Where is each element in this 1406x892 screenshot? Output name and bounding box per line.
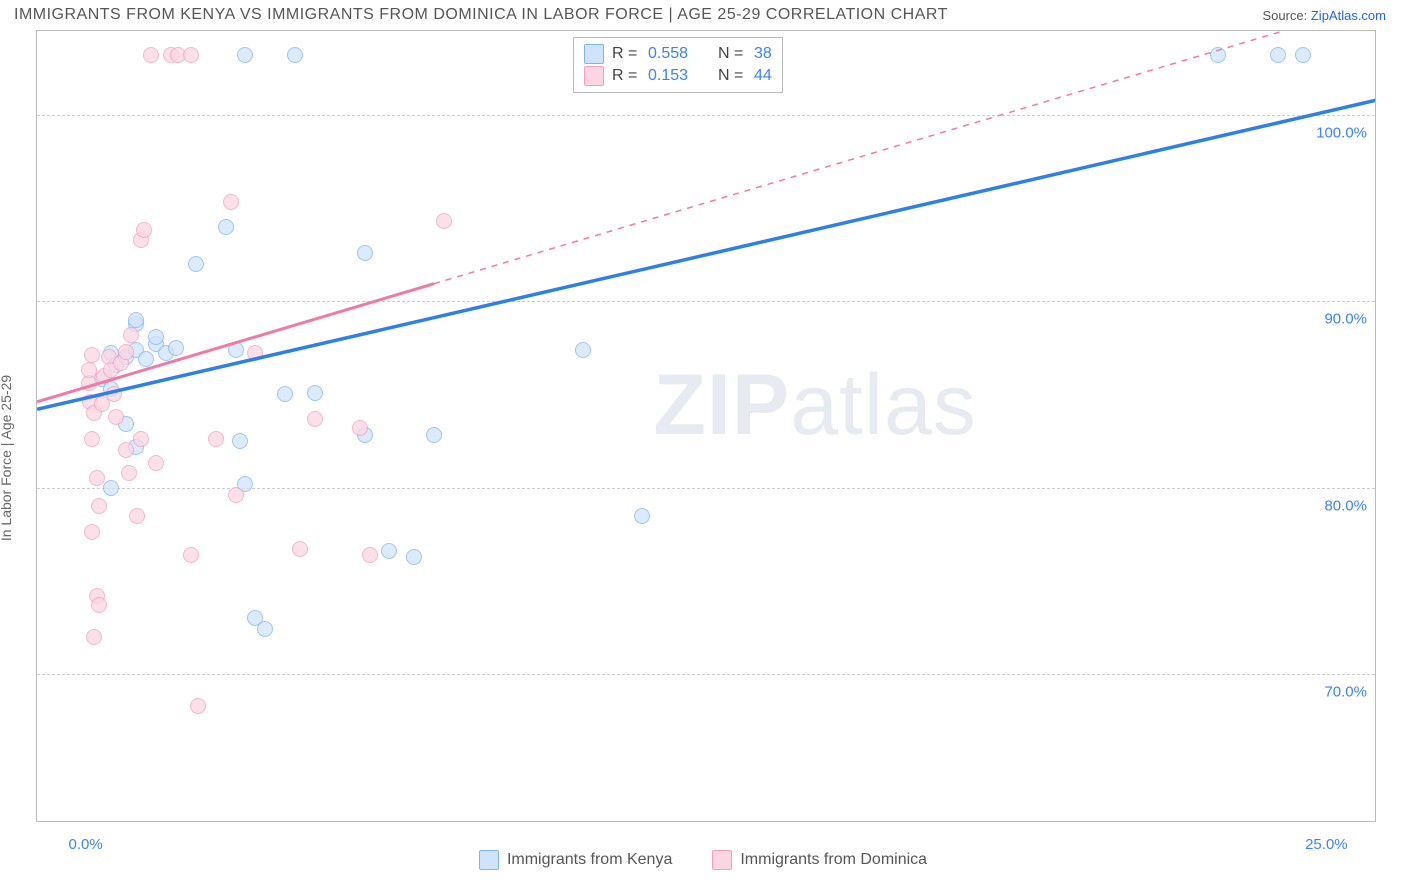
legend-swatch bbox=[479, 850, 499, 870]
y-tick-label: 80.0% bbox=[1324, 497, 1367, 514]
chart-plot-area: 70.0% 80.0% 90.0% 100.0% ZIPatlas R = 0.558 N =… bbox=[36, 30, 1376, 822]
scatter-point-dominica bbox=[129, 508, 145, 524]
scatter-point-dominica bbox=[208, 431, 224, 447]
legend-n-value: 38 bbox=[754, 45, 772, 63]
legend-r-label: R = bbox=[612, 67, 640, 85]
source-link[interactable]: ZipAtlas.com bbox=[1311, 8, 1386, 23]
scatter-point-kenya bbox=[103, 480, 119, 496]
scatter-point-dominica bbox=[183, 547, 199, 563]
scatter-point-dominica bbox=[352, 420, 368, 436]
legend-row: R = 0.153 N = 44 bbox=[584, 66, 772, 86]
bottom-legend-label: Immigrants from Dominica bbox=[740, 851, 927, 869]
y-axis-label: In Labor Force | Age 25-29 bbox=[0, 375, 14, 541]
scatter-point-dominica bbox=[86, 629, 102, 645]
x-tick-mark bbox=[831, 821, 832, 822]
legend-row: R = 0.558 N = 38 bbox=[584, 44, 772, 64]
legend-swatch bbox=[584, 44, 604, 64]
y-tick-label: 100.0% bbox=[1316, 124, 1367, 141]
scatter-point-dominica bbox=[292, 541, 308, 557]
scatter-point-dominica bbox=[81, 362, 97, 378]
bottom-legend-item: Immigrants from Dominica bbox=[712, 850, 927, 870]
scatter-point-kenya bbox=[1270, 47, 1286, 63]
source-attribution: Source: ZipAtlas.com bbox=[1262, 8, 1386, 23]
scatter-point-kenya bbox=[138, 351, 154, 367]
scatter-point-dominica bbox=[123, 327, 139, 343]
scatter-point-kenya bbox=[228, 342, 244, 358]
bottom-legend-item: Immigrants from Kenya bbox=[479, 850, 672, 870]
scatter-point-dominica bbox=[108, 409, 124, 425]
scatter-point-kenya bbox=[1295, 47, 1311, 63]
scatter-point-dominica bbox=[91, 597, 107, 613]
trend-lines bbox=[37, 31, 1376, 822]
legend-swatch bbox=[712, 850, 732, 870]
legend-r-label: R = bbox=[612, 45, 640, 63]
x-tick-mark bbox=[1327, 821, 1328, 822]
scatter-point-dominica bbox=[436, 213, 452, 229]
scatter-point-kenya bbox=[575, 342, 591, 358]
gridline-h bbox=[37, 115, 1375, 116]
scatter-point-kenya bbox=[148, 329, 164, 345]
scatter-point-dominica bbox=[190, 698, 206, 714]
scatter-point-kenya bbox=[1210, 47, 1226, 63]
scatter-point-dominica bbox=[143, 47, 159, 63]
gridline-h bbox=[37, 301, 1375, 302]
scatter-point-kenya bbox=[287, 47, 303, 63]
bottom-legend: Immigrants from Kenya Immigrants from Dom… bbox=[14, 850, 1392, 870]
gridline-h bbox=[37, 674, 1375, 675]
scatter-point-kenya bbox=[168, 340, 184, 356]
scatter-point-kenya bbox=[232, 433, 248, 449]
scatter-point-kenya bbox=[188, 256, 204, 272]
y-tick-label: 70.0% bbox=[1324, 683, 1367, 700]
x-tick-mark bbox=[87, 821, 88, 822]
scatter-point-dominica bbox=[118, 442, 134, 458]
y-tick-label: 90.0% bbox=[1324, 311, 1367, 328]
scatter-point-kenya bbox=[128, 312, 144, 328]
scatter-point-kenya bbox=[634, 508, 650, 524]
scatter-point-dominica bbox=[84, 347, 100, 363]
scatter-point-dominica bbox=[89, 470, 105, 486]
x-tick-mark bbox=[583, 821, 584, 822]
legend-swatch bbox=[584, 66, 604, 86]
scatter-point-dominica bbox=[247, 345, 263, 361]
legend-r-value: 0.558 bbox=[648, 45, 710, 63]
scatter-point-dominica bbox=[84, 431, 100, 447]
scatter-point-dominica bbox=[148, 455, 164, 471]
scatter-point-kenya bbox=[307, 385, 323, 401]
scatter-point-kenya bbox=[237, 47, 253, 63]
scatter-point-dominica bbox=[307, 411, 323, 427]
scatter-point-dominica bbox=[362, 547, 378, 563]
legend-n-label: N = bbox=[718, 67, 746, 85]
scatter-point-dominica bbox=[121, 465, 137, 481]
scatter-point-kenya bbox=[218, 219, 234, 235]
scatter-point-dominica bbox=[133, 431, 149, 447]
scatter-point-dominica bbox=[223, 194, 239, 210]
x-tick-mark bbox=[335, 821, 336, 822]
correlation-legend: R = 0.558 N = 38 R = 0.153 N = 44 bbox=[573, 37, 783, 93]
x-tick-label: 0.0% bbox=[69, 836, 103, 853]
legend-r-value: 0.153 bbox=[648, 67, 710, 85]
scatter-point-dominica bbox=[91, 498, 107, 514]
bottom-legend-label: Immigrants from Kenya bbox=[507, 851, 672, 869]
x-tick-mark bbox=[1079, 821, 1080, 822]
scatter-point-kenya bbox=[381, 543, 397, 559]
legend-n-value: 44 bbox=[754, 67, 772, 85]
scatter-point-dominica bbox=[228, 487, 244, 503]
scatter-point-dominica bbox=[118, 344, 134, 360]
scatter-point-dominica bbox=[183, 47, 199, 63]
scatter-point-kenya bbox=[406, 549, 422, 565]
scatter-point-dominica bbox=[84, 524, 100, 540]
scatter-point-kenya bbox=[257, 621, 273, 637]
legend-n-label: N = bbox=[718, 45, 746, 63]
scatter-point-kenya bbox=[357, 245, 373, 261]
scatter-point-dominica bbox=[136, 222, 152, 238]
watermark: ZIPatlas bbox=[653, 356, 976, 455]
scatter-point-dominica bbox=[106, 386, 122, 402]
x-tick-label: 25.0% bbox=[1305, 836, 1348, 853]
chart-title: IMMIGRANTS FROM KENYA VS IMMIGRANTS FROM… bbox=[14, 6, 948, 24]
scatter-point-kenya bbox=[277, 386, 293, 402]
scatter-point-kenya bbox=[426, 427, 442, 443]
